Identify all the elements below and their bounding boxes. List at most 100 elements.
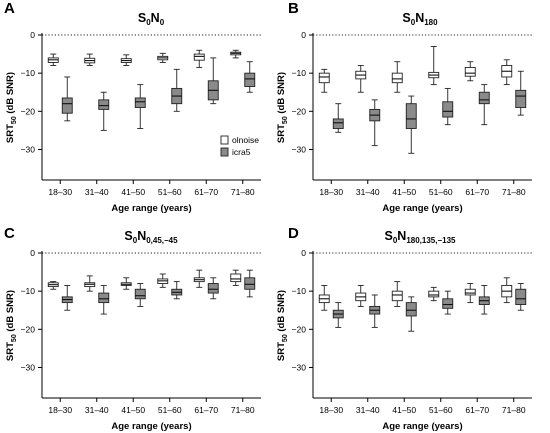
box-icra5-4 [478,284,490,315]
box-icra5-5 [515,283,527,311]
box-icra5-4 [207,57,219,105]
x-tick-label: 51–60 [158,405,182,415]
box-olnoise-3 [157,273,169,288]
x-axis-label: Age range (years) [111,203,191,214]
title-subscript-0: 0 [146,18,151,27]
box-icra5-1 [369,294,381,328]
box-body [207,283,219,294]
box-olnoise-5 [230,49,242,59]
panel-title: S0​N0,45,−45​ [124,229,178,245]
box-olnoise-4 [193,269,205,288]
box-olnoise-5 [501,277,513,304]
y-axis-label: SRT50 (dB SNR) [5,72,18,143]
box-icra5-3 [442,87,454,126]
y-label-subscript: 50 [11,116,18,124]
box-olnoise-3 [157,52,169,63]
box-body [391,72,403,84]
x-tick-label: 41–50 [392,187,416,197]
box-icra5-2 [405,296,417,332]
panel-letter: B [288,0,299,17]
box-icra5-1 [98,284,110,315]
box-icra5-0 [332,103,344,133]
y-tick-label: −10 [292,68,307,78]
y-label-unit: (dB SNR) [276,72,287,116]
y-label-main: SRT [276,124,287,143]
title-main-0: S [402,11,410,25]
box-body [98,99,110,110]
legend: olnoise icra5 [220,135,259,157]
x-tick-label: 18–30 [48,405,72,415]
box-body [515,288,527,305]
y-label-unit: (dB SNR) [5,290,16,334]
y-label-main: SRT [276,342,287,361]
box-icra5-5 [244,61,256,93]
panel-title: S0​N180,135,−135​ [385,229,457,245]
box-body [515,89,527,108]
x-tick-label: 61–70 [465,187,489,197]
y-tick-label: 0 [301,30,306,40]
box-icra5-0 [61,284,73,311]
box-icra5-5 [515,70,527,116]
box-body [193,53,205,61]
y-tick-label: 0 [30,30,35,40]
x-tick-label: 71–80 [231,187,255,197]
y-tick-label: −30 [21,362,36,372]
title-main-1: N [415,11,424,25]
title-subscript-0: 0 [411,18,416,27]
box-olnoise-2 [391,61,403,93]
title-subscript-1: 0,45,−45 [146,236,178,245]
y-tick-label: −20 [292,106,307,116]
y-tick-label: −10 [21,286,36,296]
y-tick-label: 0 [301,248,306,258]
y-axis-label: SRT50 (dB SNR) [276,72,289,143]
box-olnoise-0 [318,284,330,311]
box-body [98,292,110,304]
box-icra5-4 [478,84,490,126]
box-olnoise-5 [230,269,242,286]
y-tick-label: −20 [292,324,307,334]
box-body [442,298,454,309]
panel-letter: A [4,0,15,17]
legend-label-icra5: icra5 [232,147,251,157]
y-axis-label: SRT50 (dB SNR) [5,290,18,361]
box-body [405,103,417,129]
box-olnoise-2 [391,281,403,307]
x-tick-label: 61–70 [465,405,489,415]
box-icra5-5 [244,269,256,298]
x-tick-label: 31–40 [356,187,380,197]
box-olnoise-1 [84,275,96,292]
title-subscript-1: 0 [160,18,165,27]
x-tick-label: 31–40 [85,405,109,415]
box-olnoise-3 [428,286,440,302]
box-body [428,290,440,298]
y-tick-label: −30 [292,144,307,154]
box-body [464,288,476,296]
box-body [442,101,454,118]
box-olnoise-4 [464,61,476,82]
box-olnoise-0 [47,53,59,66]
title-subscript-0: 0 [393,236,398,245]
x-tick-label: 41–50 [121,187,145,197]
y-label-unit: (dB SNR) [5,72,16,116]
box-icra5-2 [405,95,417,154]
box-olnoise-4 [193,49,205,68]
legend-label-olnoise: olnoise [232,135,259,145]
title-main-0: S [138,11,146,25]
title-subscript-1: 180 [424,18,438,27]
x-tick-label: 41–50 [121,405,145,415]
title-main-1: N [397,229,406,243]
box-body [391,290,403,302]
panel-letter: D [288,225,299,242]
y-tick-label: −30 [21,144,36,154]
box-icra5-3 [171,281,183,300]
x-tick-label: 41–50 [392,405,416,415]
panel-title: S0​N0​ [138,11,165,27]
x-tick-label: 71–80 [231,405,255,415]
box-body [478,91,490,105]
x-tick-label: 31–40 [85,187,109,197]
title-main-1: N [151,11,160,25]
box-olnoise-3 [428,45,440,86]
y-label-main: SRT [5,342,16,361]
